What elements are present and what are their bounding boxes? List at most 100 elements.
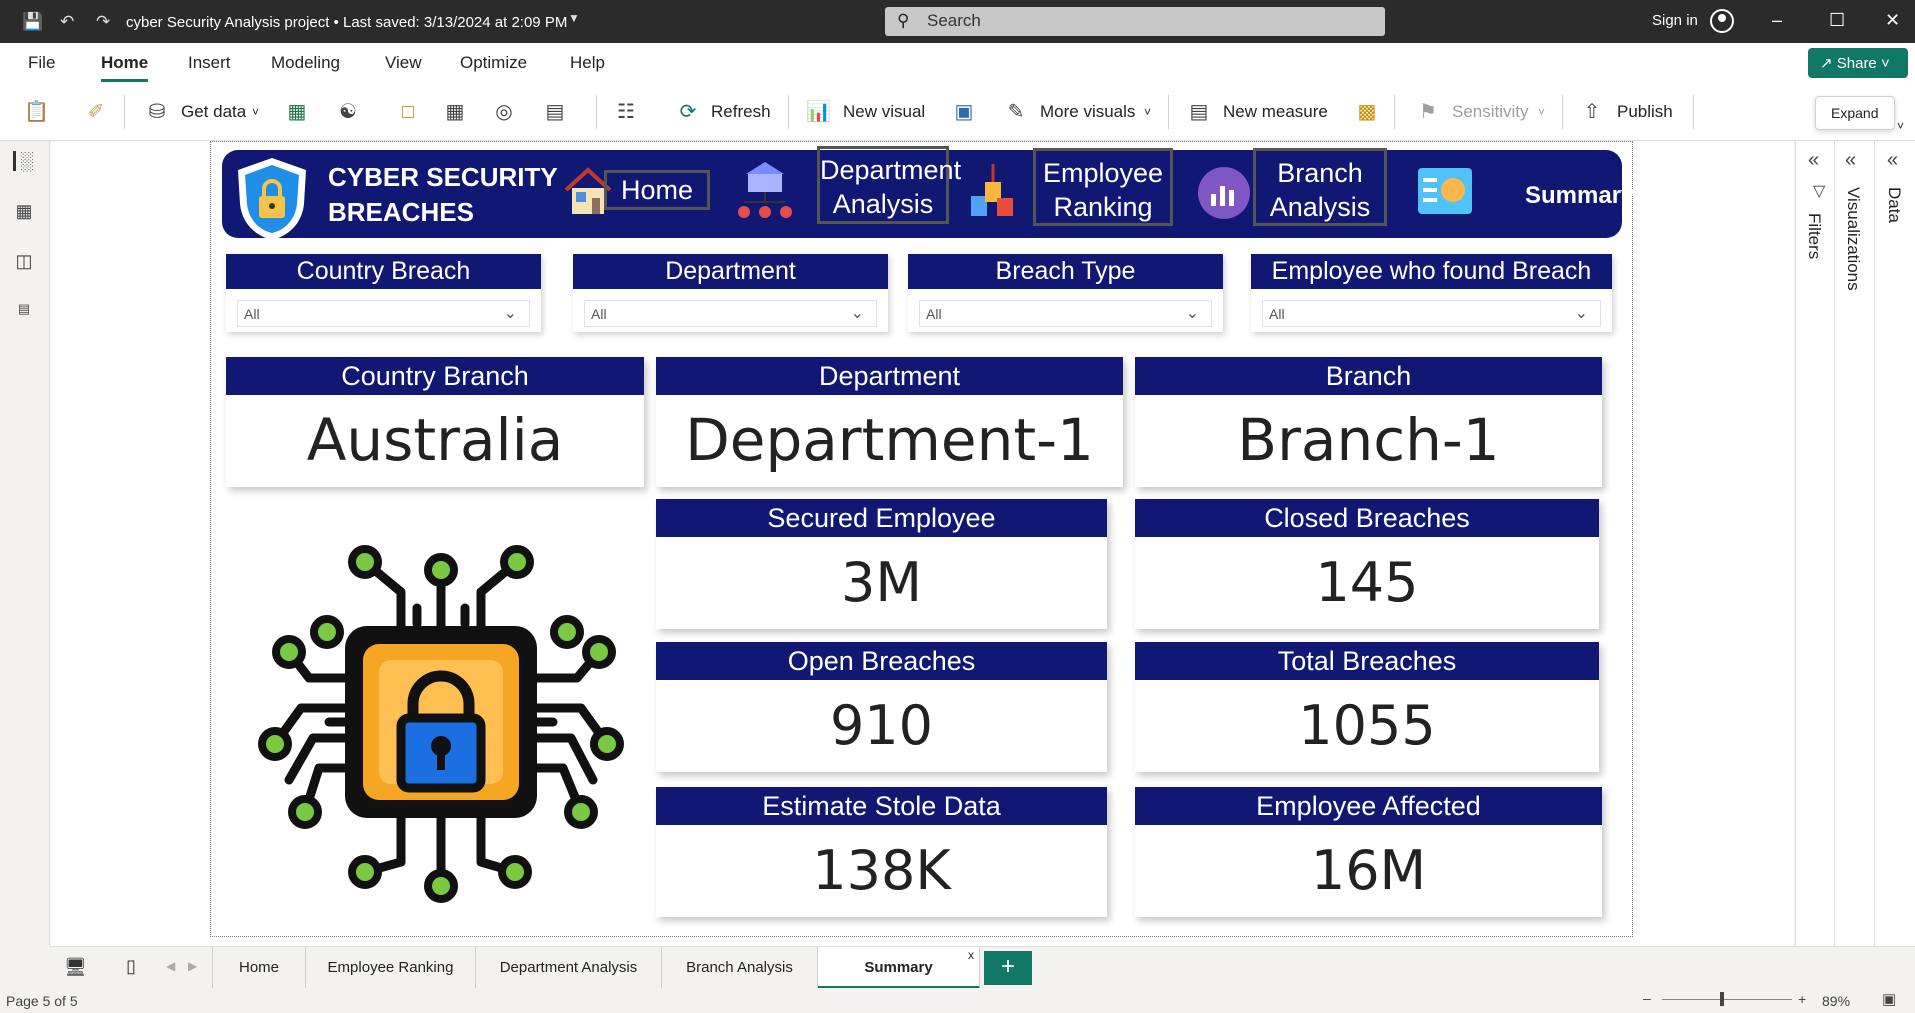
filter-icon: ▽ <box>1813 183 1826 200</box>
chevron-down-icon[interactable]: ˅ <box>252 105 260 119</box>
card-value: Australia <box>306 406 564 474</box>
fit-to-page-icon[interactable]: ▣ <box>1882 991 1897 1008</box>
recent-sources-icon[interactable]: ◎ <box>495 101 513 123</box>
ribbon-separator <box>1168 95 1169 129</box>
tab-employee-ranking[interactable]: Employee Ranking <box>306 947 476 989</box>
tabs-scroll-right-icon[interactable]: ▶ <box>188 959 198 973</box>
filters-pane-label[interactable]: Filters <box>1805 213 1824 260</box>
dropdown-value: All <box>244 306 260 322</box>
quick-measure-icon[interactable]: ▩ <box>1357 101 1377 123</box>
data-expand-icon[interactable]: « <box>1887 149 1899 171</box>
save-icon[interactable]: 💾 <box>22 12 44 31</box>
visualizations-pane-label[interactable]: Visualizations <box>1844 187 1863 291</box>
menu-modeling[interactable]: Modeling <box>271 53 340 72</box>
new-visual-button[interactable]: New visual <box>843 102 926 121</box>
card-value: 3M <box>841 551 922 614</box>
tabs-scroll-left-icon[interactable]: ◀ <box>166 959 176 973</box>
tab-summary[interactable]: Summary x <box>818 947 980 989</box>
menu-optimize[interactable]: Optimize <box>460 53 528 72</box>
undo-icon[interactable]: ↶ <box>60 12 75 31</box>
card-title: Closed Breaches <box>1135 499 1599 537</box>
report-view-icon[interactable]: ░ <box>13 151 35 171</box>
estimate-stole-data-card: Estimate Stole Data 138K <box>656 787 1107 917</box>
transform-data-icon[interactable]: ▤ <box>545 101 565 123</box>
menu-insert[interactable]: Insert <box>188 53 231 72</box>
sensitivity-button[interactable]: Sensitivity <box>1452 102 1529 121</box>
redo-icon[interactable]: ↷ <box>96 12 111 31</box>
slicer-title: Breach Type <box>908 254 1223 289</box>
share-button[interactable]: ↗ Share ˅ <box>1808 48 1908 78</box>
desktop-layout-icon[interactable]: 🖥 <box>64 957 87 977</box>
menu-view[interactable]: View <box>385 53 422 72</box>
data-pane-label[interactable]: Data <box>1885 187 1904 223</box>
format-painter-icon[interactable]: ✐ <box>87 101 105 123</box>
employee-found-breach-dropdown[interactable]: All ⌄ <box>1262 300 1601 327</box>
model-view-icon[interactable]: ◫ <box>15 251 33 271</box>
get-data-button[interactable]: Get data <box>181 102 247 121</box>
view-rail: ░ ▦ ◫ ▤ <box>0 141 50 946</box>
sign-in-link[interactable]: Sign in <box>1652 12 1698 29</box>
ribbon-collapse-icon[interactable]: ˅ <box>1897 119 1905 133</box>
maximize-icon[interactable]: ☐ <box>1829 10 1846 30</box>
zoom-slider[interactable] <box>1662 999 1792 1000</box>
zoom-slider-thumb[interactable] <box>1720 992 1724 1006</box>
table-icon[interactable]: ▦ <box>445 101 465 123</box>
nav-department-line-1: Department <box>820 155 962 185</box>
paste-icon[interactable]: 📋 <box>24 101 49 123</box>
table-view-icon[interactable]: ▦ <box>15 201 33 221</box>
tab-branch-analysis[interactable]: Branch Analysis <box>662 947 818 989</box>
dropdown-value: All <box>1269 306 1285 322</box>
add-page-button[interactable]: + <box>984 951 1032 985</box>
new-measure-button[interactable]: New measure <box>1223 102 1328 121</box>
nav-employee-ranking-button[interactable]: Employee Ranking <box>1033 148 1173 226</box>
text-box-icon[interactable]: ▣ <box>954 101 974 123</box>
nav-summary-button[interactable]: Summary <box>1525 182 1635 209</box>
ribbon: 📋 ✐ ⛁ Get data ˅ ▦ ☯ □ ▦ ◎ ▤ ☷ ⟳ Refresh… <box>0 83 1915 141</box>
card-title: Department <box>656 357 1123 395</box>
card-value: 145 <box>1315 551 1419 614</box>
minimize-icon[interactable]: – <box>1772 10 1783 30</box>
tab-department-analysis[interactable]: Department Analysis <box>476 947 662 989</box>
more-visuals-button[interactable]: More visuals <box>1040 102 1136 121</box>
close-icon[interactable]: ✕ <box>1885 10 1901 30</box>
close-tab-icon[interactable]: x <box>968 948 974 962</box>
breach-type-dropdown[interactable]: All ⌄ <box>919 300 1212 327</box>
title-dropdown-icon[interactable]: ▼ <box>568 11 580 25</box>
refresh-button[interactable]: Refresh <box>711 102 771 121</box>
chevron-down-icon[interactable]: ˅ <box>1144 105 1152 119</box>
analytics-globe-icon <box>1198 167 1250 219</box>
zoom-in-icon[interactable]: + <box>1798 991 1807 1007</box>
zoom-out-icon[interactable]: – <box>1643 990 1651 1006</box>
ribbon-separator <box>1562 95 1563 129</box>
mobile-layout-icon[interactable]: ▯ <box>126 956 136 976</box>
nav-branch-analysis-button[interactable]: Branch Analysis <box>1253 148 1387 226</box>
chevron-down-icon[interactable]: ˅ <box>1538 105 1546 119</box>
visualizations-expand-icon[interactable]: « <box>1845 149 1857 171</box>
publish-button[interactable]: Publish <box>1617 102 1673 121</box>
search-box[interactable]: ⚲ Search <box>885 7 1385 36</box>
employee-affected-card: Employee Affected 16M <box>1135 787 1602 917</box>
account-icon[interactable] <box>1710 9 1734 33</box>
card-title: Estimate Stole Data <box>656 787 1107 825</box>
tab-home[interactable]: Home <box>212 947 306 989</box>
nav-department-analysis-button[interactable]: Department Analysis <box>817 146 962 224</box>
country-breach-dropdown[interactable]: All ⌄ <box>237 300 530 327</box>
menu-home[interactable]: Home <box>101 53 149 82</box>
dax-query-icon[interactable]: ▤ <box>17 301 31 316</box>
slicer-title: Country Breach <box>226 254 541 289</box>
share-icon: ↗ <box>1820 55 1833 72</box>
department-dropdown[interactable]: All ⌄ <box>584 300 877 327</box>
query-icon[interactable]: ☷ <box>617 101 635 123</box>
excel-icon[interactable]: ▦ <box>287 101 307 123</box>
nav-home-button[interactable]: Home <box>604 170 710 210</box>
dataverse-icon[interactable]: ☯ <box>339 101 357 123</box>
side-panes: « ▽ Filters « Visualizations « Data <box>1795 141 1915 946</box>
onelake-icon[interactable]: □ <box>401 101 415 123</box>
calculator-icon: ▤ <box>1189 101 1209 123</box>
dropdown-value: All <box>591 306 607 322</box>
menu-file[interactable]: File <box>28 53 56 72</box>
expand-tooltip: Expand <box>1815 96 1895 130</box>
filters-collapse-icon[interactable]: « <box>1808 149 1820 171</box>
menu-help[interactable]: Help <box>570 53 605 72</box>
menu-bar: File Home Insert Modeling View Optimize … <box>0 43 1915 83</box>
